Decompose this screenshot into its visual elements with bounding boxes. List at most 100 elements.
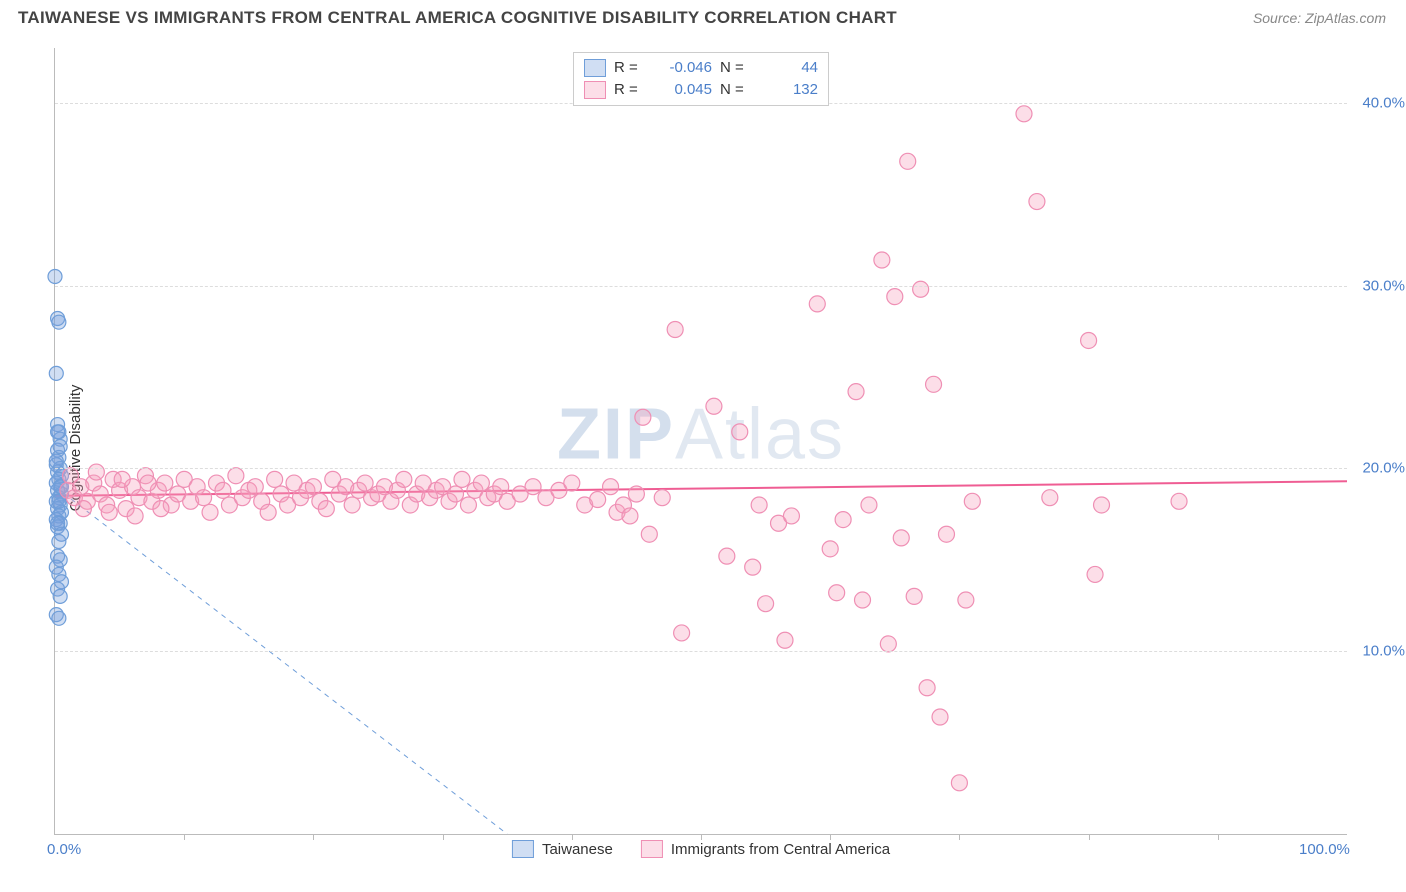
legend-series: Taiwanese Immigrants from Central Americ…	[512, 840, 890, 858]
x-tick-minor	[1089, 834, 1090, 840]
data-point	[49, 454, 63, 468]
data-point	[202, 504, 218, 520]
gridline-h	[55, 468, 1347, 469]
data-point	[874, 252, 890, 268]
data-point	[52, 535, 66, 549]
data-point	[835, 512, 851, 528]
data-point	[751, 497, 767, 513]
data-point	[260, 504, 276, 520]
data-point	[344, 497, 360, 513]
legend-swatch-central-america	[584, 81, 606, 99]
data-point	[887, 289, 903, 305]
data-point	[958, 592, 974, 608]
data-point	[196, 490, 212, 506]
data-point	[127, 508, 143, 524]
data-point	[454, 471, 470, 487]
data-point	[951, 775, 967, 791]
x-tick-minor	[443, 834, 444, 840]
legend-item: Immigrants from Central America	[641, 840, 890, 858]
data-point	[493, 479, 509, 495]
data-point	[88, 464, 104, 480]
legend-r-label: R =	[614, 79, 644, 101]
legend-swatch-taiwanese	[584, 59, 606, 77]
data-point	[654, 490, 670, 506]
data-point	[1087, 566, 1103, 582]
data-point	[706, 398, 722, 414]
data-point	[893, 530, 909, 546]
data-point	[732, 424, 748, 440]
x-tick-minor	[184, 834, 185, 840]
data-point	[822, 541, 838, 557]
data-point	[900, 153, 916, 169]
data-point	[473, 475, 489, 491]
chart-header: TAIWANESE VS IMMIGRANTS FROM CENTRAL AME…	[0, 0, 1406, 32]
legend-row: R = 0.045 N = 132	[584, 79, 818, 101]
data-point	[215, 482, 231, 498]
data-point	[719, 548, 735, 564]
y-tick-label: 40.0%	[1353, 94, 1405, 111]
data-point	[52, 611, 66, 625]
data-point	[783, 508, 799, 524]
scatter-svg	[55, 48, 1347, 834]
legend-swatch-taiwanese	[512, 840, 534, 858]
legend-n-value: 44	[758, 57, 818, 79]
x-tick-label: 0.0%	[47, 841, 81, 858]
data-point	[318, 501, 334, 517]
data-point	[101, 504, 117, 520]
data-point	[153, 501, 169, 517]
x-tick-minor	[959, 834, 960, 840]
trend-line	[55, 487, 507, 834]
data-point	[63, 468, 79, 484]
data-point	[964, 493, 980, 509]
data-point	[590, 491, 606, 507]
x-tick-minor	[313, 834, 314, 840]
legend-row: R = -0.046 N = 44	[584, 57, 818, 79]
data-point	[228, 468, 244, 484]
data-point	[1042, 490, 1058, 506]
data-point	[855, 592, 871, 608]
legend-label: Immigrants from Central America	[671, 841, 890, 858]
data-point	[157, 475, 173, 491]
data-point	[52, 315, 66, 329]
data-point	[448, 486, 464, 502]
data-point	[53, 439, 67, 453]
data-point	[919, 680, 935, 696]
data-point	[641, 526, 657, 542]
data-point	[267, 471, 283, 487]
data-point	[114, 471, 130, 487]
data-point	[396, 471, 412, 487]
chart-wrap: Cognitive Disability ZIPAtlas R = -0.046…	[18, 36, 1388, 860]
legend-r-value: 0.045	[652, 79, 712, 101]
data-point	[861, 497, 877, 513]
data-point	[932, 709, 948, 725]
data-point	[758, 596, 774, 612]
data-point	[603, 479, 619, 495]
x-tick-minor	[1218, 834, 1219, 840]
legend-correlation: R = -0.046 N = 44 R = 0.045 N = 132	[573, 52, 829, 106]
legend-item: Taiwanese	[512, 840, 613, 858]
gridline-h	[55, 651, 1347, 652]
gridline-h	[55, 286, 1347, 287]
legend-n-value: 132	[758, 79, 818, 101]
data-point	[1029, 194, 1045, 210]
data-point	[49, 366, 63, 380]
data-point	[1016, 106, 1032, 122]
data-point	[51, 516, 65, 530]
y-tick-label: 10.0%	[1353, 643, 1405, 660]
x-tick-label: 100.0%	[1299, 841, 1350, 858]
data-point	[53, 589, 67, 603]
legend-n-label: N =	[720, 57, 750, 79]
data-point	[1094, 497, 1110, 513]
data-point	[913, 281, 929, 297]
data-point	[777, 632, 793, 648]
data-point	[1171, 493, 1187, 509]
data-point	[906, 588, 922, 604]
data-point	[674, 625, 690, 641]
data-point	[622, 508, 638, 524]
data-point	[357, 475, 373, 491]
data-point	[848, 384, 864, 400]
plot-area: ZIPAtlas R = -0.046 N = 44 R = 0.045 N =…	[54, 48, 1347, 835]
data-point	[880, 636, 896, 652]
legend-n-label: N =	[720, 79, 750, 101]
data-point	[635, 409, 651, 425]
